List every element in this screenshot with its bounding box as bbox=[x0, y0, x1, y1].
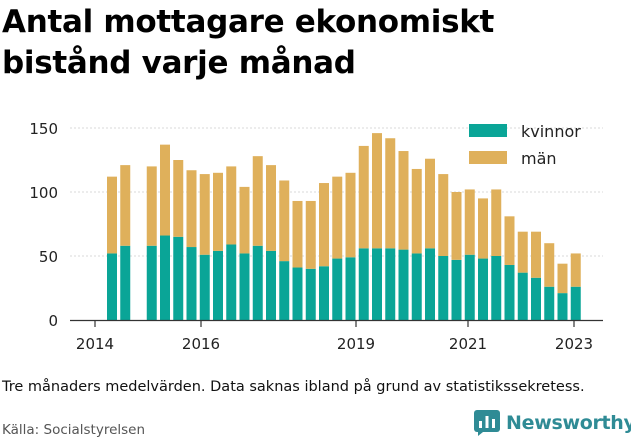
bar-kvinnor bbox=[438, 256, 449, 320]
bar-kvinnor bbox=[199, 254, 210, 320]
bar-kvinnor bbox=[425, 248, 435, 320]
chart-note: Tre månaders medelvärden. Data saknas ib… bbox=[2, 379, 585, 395]
x-tick-label: 2016 bbox=[182, 335, 220, 353]
bar-man bbox=[252, 156, 263, 246]
bar-man bbox=[491, 189, 502, 256]
bar-kvinnor bbox=[345, 257, 356, 320]
bar-man bbox=[557, 263, 568, 294]
bar-man bbox=[279, 180, 290, 262]
y-tick-label: 50 bbox=[39, 248, 58, 266]
bar-man bbox=[385, 138, 396, 249]
bar-kvinnor bbox=[266, 250, 276, 320]
bar-kvinnor bbox=[239, 253, 250, 320]
bar-man bbox=[305, 200, 316, 269]
bar-man bbox=[425, 158, 435, 249]
x-tick-label: 2021 bbox=[449, 335, 487, 353]
bar-kvinnor bbox=[491, 256, 502, 320]
bar-man bbox=[345, 172, 356, 258]
bar-kvinnor bbox=[213, 250, 223, 320]
bar-kvinnor bbox=[146, 245, 157, 320]
legend-label: kvinnor bbox=[521, 122, 581, 141]
bar-man bbox=[319, 183, 329, 267]
bar-kvinnor bbox=[451, 259, 462, 320]
bar-kvinnor bbox=[173, 236, 184, 320]
bar-kvinnor bbox=[398, 249, 409, 320]
bar-kvinnor bbox=[226, 244, 237, 320]
bar-kvinnor bbox=[411, 253, 422, 320]
bar-man bbox=[372, 133, 382, 249]
bar-man bbox=[504, 216, 515, 265]
bar-kvinnor bbox=[544, 286, 555, 320]
source-credit: Källa: Socialstyrelsen bbox=[2, 422, 146, 438]
bar-man bbox=[451, 192, 462, 260]
y-tick-label: 100 bbox=[29, 184, 58, 202]
bar-kvinnor bbox=[305, 268, 316, 320]
bar-kvinnor bbox=[279, 261, 290, 320]
bar-man bbox=[292, 200, 303, 268]
bar-man bbox=[213, 172, 223, 251]
x-tick-label: 2023 bbox=[555, 335, 593, 353]
legend-label: män bbox=[521, 149, 557, 168]
bar-man bbox=[226, 166, 237, 245]
bar-kvinnor bbox=[332, 258, 343, 320]
bar-kvinnor bbox=[531, 277, 541, 320]
bar-man bbox=[398, 151, 409, 250]
bar-man bbox=[239, 186, 250, 254]
bar-man bbox=[199, 174, 210, 255]
bar-kvinnor bbox=[570, 286, 581, 320]
bar-kvinnor bbox=[358, 248, 369, 320]
bar-man bbox=[517, 231, 528, 273]
bar-man bbox=[464, 189, 475, 255]
bar-kvinnor bbox=[385, 248, 396, 320]
bar-man bbox=[332, 176, 343, 259]
bar-man bbox=[544, 243, 555, 287]
bar-kvinnor bbox=[252, 245, 263, 320]
legend: kvinnor män bbox=[469, 122, 581, 168]
bar-kvinnor bbox=[372, 248, 382, 320]
bar-kvinnor bbox=[557, 293, 568, 320]
bar-man bbox=[411, 168, 422, 254]
bar-man bbox=[266, 165, 276, 251]
bar-man bbox=[107, 176, 117, 254]
x-tick-label: 2019 bbox=[337, 335, 375, 353]
y-tick-label: 150 bbox=[29, 120, 58, 138]
bar-kvinnor bbox=[120, 245, 131, 320]
newsworthy-logo[interactable]: Newsworthy bbox=[474, 410, 631, 436]
bar-man bbox=[173, 160, 184, 237]
bar-man bbox=[358, 145, 369, 249]
chart-title: Antal mottagare ekonomiskt bistånd varje… bbox=[2, 4, 495, 81]
bar-man bbox=[438, 174, 449, 256]
brand-name: Newsworthy bbox=[506, 412, 631, 434]
bar-kvinnor bbox=[504, 264, 515, 320]
y-tick-label: 0 bbox=[48, 312, 58, 330]
bar-kvinnor bbox=[160, 235, 170, 320]
legend-swatch bbox=[469, 151, 507, 164]
legend-swatch bbox=[469, 124, 507, 137]
bar-kvinnor bbox=[107, 253, 117, 320]
bar-kvinnor bbox=[517, 272, 528, 320]
bar-man bbox=[120, 165, 131, 246]
bar-kvinnor bbox=[464, 254, 475, 320]
x-tick-label: 2014 bbox=[76, 335, 114, 353]
bar-man bbox=[531, 231, 541, 278]
y-axis-tick-labels: 0 50 100 150 bbox=[29, 120, 58, 330]
bar-man bbox=[570, 253, 581, 287]
bar-kvinnor bbox=[478, 258, 488, 320]
bar-man bbox=[186, 170, 197, 248]
x-axis: 2014 2016 2019 2021 2023 bbox=[70, 319, 603, 353]
bars bbox=[107, 133, 581, 320]
bar-kvinnor bbox=[186, 247, 197, 320]
bar-man bbox=[478, 198, 488, 259]
bar-kvinnor bbox=[292, 267, 303, 320]
bar-chart-logo-icon bbox=[474, 410, 500, 436]
bar-man bbox=[146, 166, 157, 246]
bar-kvinnor bbox=[319, 266, 329, 320]
bar-man bbox=[160, 144, 170, 236]
